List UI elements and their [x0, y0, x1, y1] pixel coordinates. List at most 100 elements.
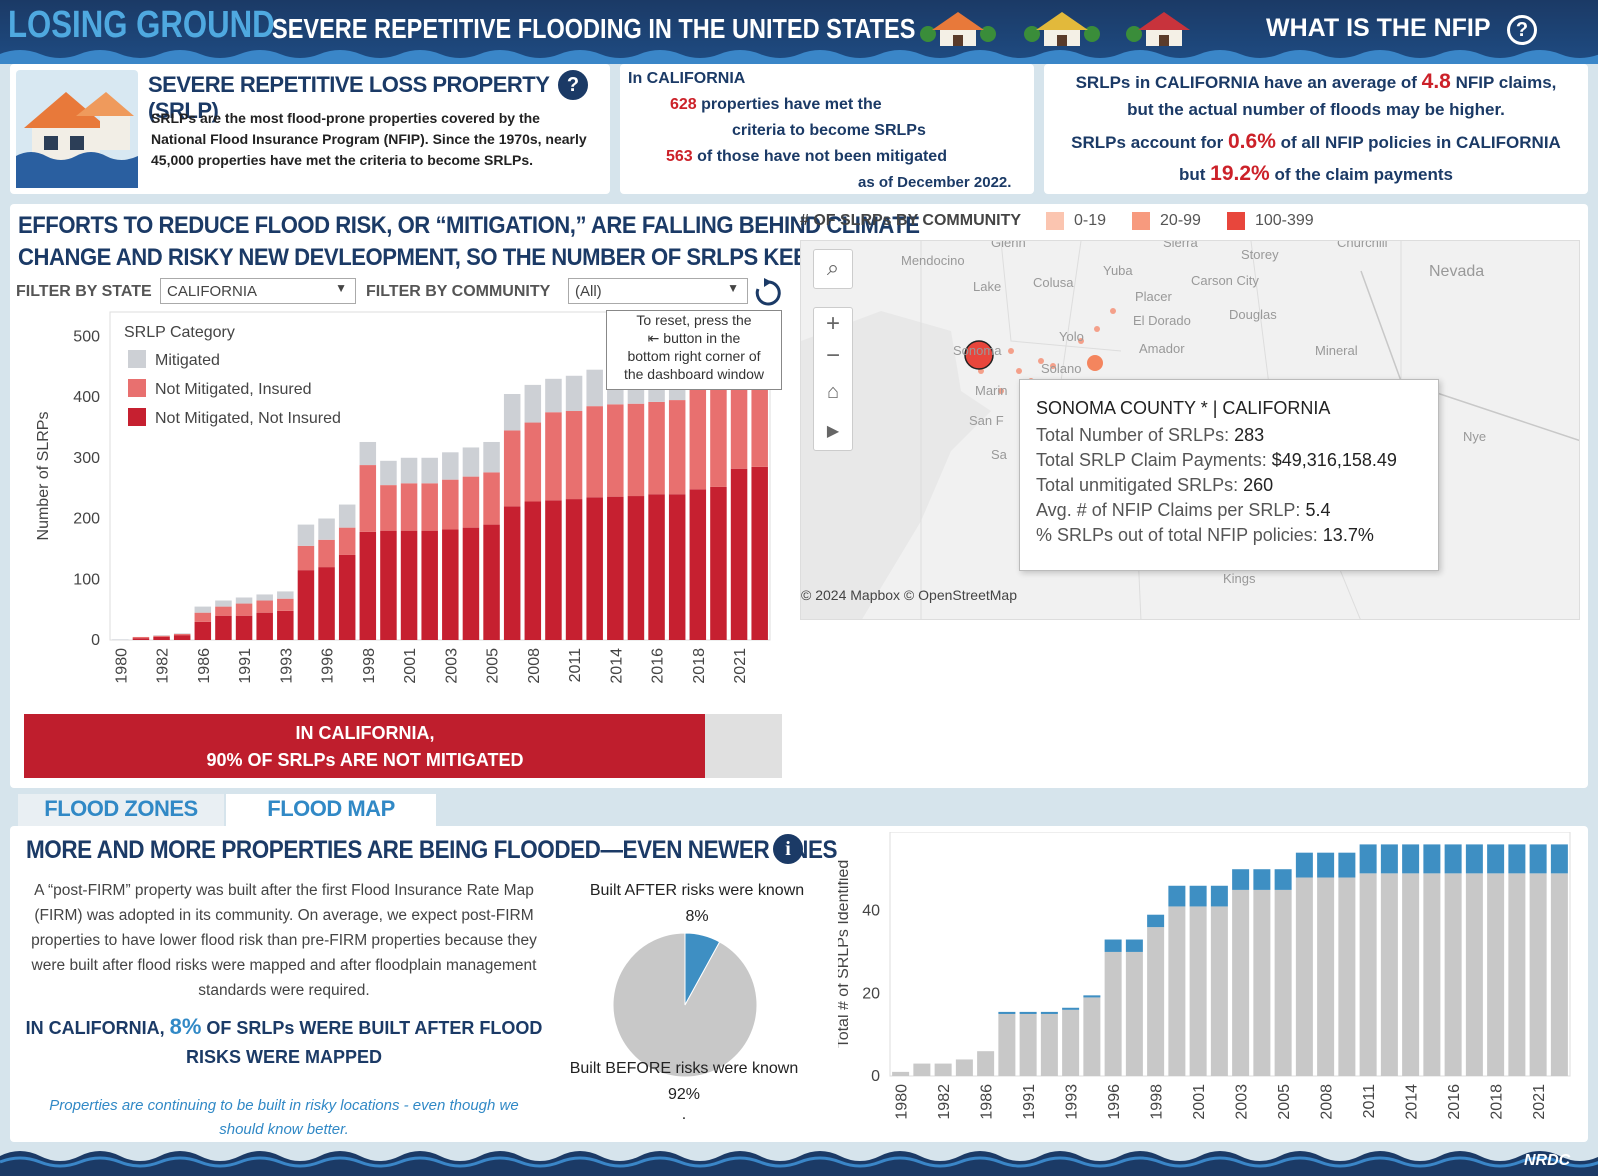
legend-label: Not Mitigated, Not Insured	[155, 410, 341, 427]
pie-after-pct: 8%	[685, 908, 709, 925]
bar-segment	[1550, 844, 1568, 874]
bar-segment	[1274, 889, 1292, 1076]
bar-segment	[934, 1063, 952, 1076]
search-icon[interactable]: ⌕	[813, 249, 853, 289]
avg-claims-value: 4.8	[1421, 70, 1451, 93]
x-tick-label: 1996	[1106, 1084, 1123, 1120]
bar-segment	[1359, 873, 1377, 1076]
claim-share-value: 19.2%	[1210, 162, 1270, 185]
bar-segment	[1529, 844, 1547, 874]
mitigation-heading-line: CHANGE AND RISKY NEW DEVLEOPMENT, SO THE…	[18, 244, 921, 271]
bar-segment	[1487, 844, 1505, 874]
bar-segment	[1232, 869, 1250, 890]
bar-segment	[586, 497, 603, 640]
tab-flood-map-status[interactable]: FLOOD MAP STATUS	[226, 794, 436, 847]
bar-segment	[1380, 873, 1398, 1076]
play-icon[interactable]: ▶	[826, 423, 840, 440]
bar-segment	[1210, 906, 1228, 1076]
tooltip-row: % SRLPs out of total NFIP policies: 13.7…	[1036, 525, 1422, 546]
header-bar: LOSING GROUND SEVERE REPETITIVE FLOODING…	[0, 0, 1598, 58]
x-tick-label: 2016	[1446, 1084, 1463, 1120]
bar-segment	[132, 636, 150, 639]
bar-segment	[998, 1013, 1016, 1076]
bar-segment	[256, 594, 273, 601]
map-place-label: Solano	[1041, 361, 1082, 376]
bar-segment	[442, 479, 459, 530]
banner-line: 90% OF SRLPs ARE NOT MITIGATED	[206, 750, 524, 770]
y-tick-label: 200	[73, 511, 100, 528]
bar-segment	[1380, 844, 1398, 874]
nfip-link[interactable]: WHAT IS THE NFIP ?	[1266, 14, 1538, 45]
bar-segment	[462, 527, 480, 640]
legend-label: 100-399	[1254, 212, 1314, 229]
map-legend-item: 100-399	[1226, 212, 1314, 230]
page-subtitle: SEVERE REPETITIVE FLOODING IN THE UNITED…	[272, 13, 916, 44]
reset-note-line: the dashboard window	[623, 366, 765, 382]
map-place-label: Glenn	[991, 240, 1026, 250]
bar-segment	[524, 384, 542, 423]
post-firm-stat: IN CALIFORNIA, 8% OF SRLPs WERE BUILT AF…	[24, 1012, 544, 1072]
x-tick-label: 2018	[1489, 1084, 1506, 1120]
bar-segment	[442, 452, 459, 480]
bar-segment	[524, 501, 542, 640]
page-title: LOSING GROUND	[8, 4, 275, 46]
stat-text: SRLPs in CALIFORNIA have an average of	[1075, 73, 1417, 92]
zoom-out-icon[interactable]: −	[825, 342, 840, 369]
flooded-heading: MORE AND MORE PROPERTIES ARE BEING FLOOD…	[26, 836, 838, 864]
srlp-card-title: SEVERE REPETITIVE LOSS PROPERTY (SRLP)	[148, 72, 549, 123]
question-icon[interactable]: ?	[558, 70, 588, 100]
reset-icon[interactable]	[752, 277, 784, 309]
bar-segment	[235, 615, 253, 640]
tooltip-key: Total unmitigated SRLPs:	[1036, 475, 1239, 495]
y-tick-label: 400	[73, 389, 100, 406]
bar-segment	[913, 1063, 931, 1076]
map-place-label: Colusa	[1033, 275, 1074, 290]
stat-text: but the actual number of floods may be h…	[1127, 100, 1505, 119]
tooltip-value: 13.7%	[1317, 525, 1374, 545]
srlp-stacked-bar-chart: 0 100 200 300 400 500 1980 1982 1986 1991 1993 1996…	[35, 311, 771, 684]
info-icon[interactable]: i	[773, 834, 803, 864]
legend-swatch	[1046, 212, 1064, 230]
bar-segment	[173, 635, 191, 640]
map-canvas[interactable]: Glenn Sierra Churchill Mendocino Storey Lake C…	[800, 240, 1580, 620]
community-dropdown[interactable]: (All) ▼	[568, 278, 748, 304]
tooltip-key: % SRLPs out of total NFIP policies:	[1036, 525, 1318, 545]
bar-segment	[194, 621, 212, 640]
bar-segment	[627, 403, 645, 497]
bar-segment	[421, 530, 438, 640]
bar-segment	[545, 378, 562, 413]
zoom-in-icon[interactable]: +	[825, 310, 840, 337]
tab-flood-zones[interactable]: FLOOD ZONES	[18, 794, 224, 826]
bar-segment	[1508, 844, 1526, 874]
bar-segment	[277, 591, 294, 599]
map-place-label: Yolo	[1059, 329, 1084, 344]
bar-segment	[421, 483, 438, 531]
y-tick-label: 20	[862, 985, 880, 1002]
bar-segment	[1253, 869, 1271, 890]
bar-segment	[1529, 873, 1547, 1076]
legend-label: Mitigated	[155, 352, 220, 369]
nrdc-logo: NRDC	[1524, 1152, 1571, 1169]
bar-segment	[586, 406, 603, 498]
map-place-label: Yuba	[1103, 263, 1133, 278]
bar-segment	[297, 545, 315, 571]
x-tick-label: 2016	[650, 648, 667, 684]
bar-segment	[462, 476, 480, 528]
home-icon[interactable]: ⌂	[826, 381, 840, 403]
bar-segment	[194, 612, 212, 622]
state-dropdown[interactable]: CALIFORNIA ▼	[160, 278, 356, 304]
bar-segment	[730, 371, 748, 469]
legend-label: 0-19	[1074, 212, 1107, 229]
x-tick-label: 2018	[691, 648, 708, 684]
bar-segment	[277, 598, 294, 611]
bar-segment	[648, 494, 665, 640]
bar-segment	[1444, 844, 1462, 874]
y-tick-label: 40	[862, 903, 880, 920]
x-tick-label: 1982	[936, 1084, 953, 1120]
bar-segment	[1487, 873, 1505, 1076]
bar-segment	[338, 504, 356, 528]
bar-segment	[710, 383, 727, 487]
tooltip-key: Total SRLP Claim Payments:	[1036, 450, 1267, 470]
question-icon[interactable]: ?	[1507, 15, 1538, 45]
bar-segment	[1402, 844, 1420, 874]
